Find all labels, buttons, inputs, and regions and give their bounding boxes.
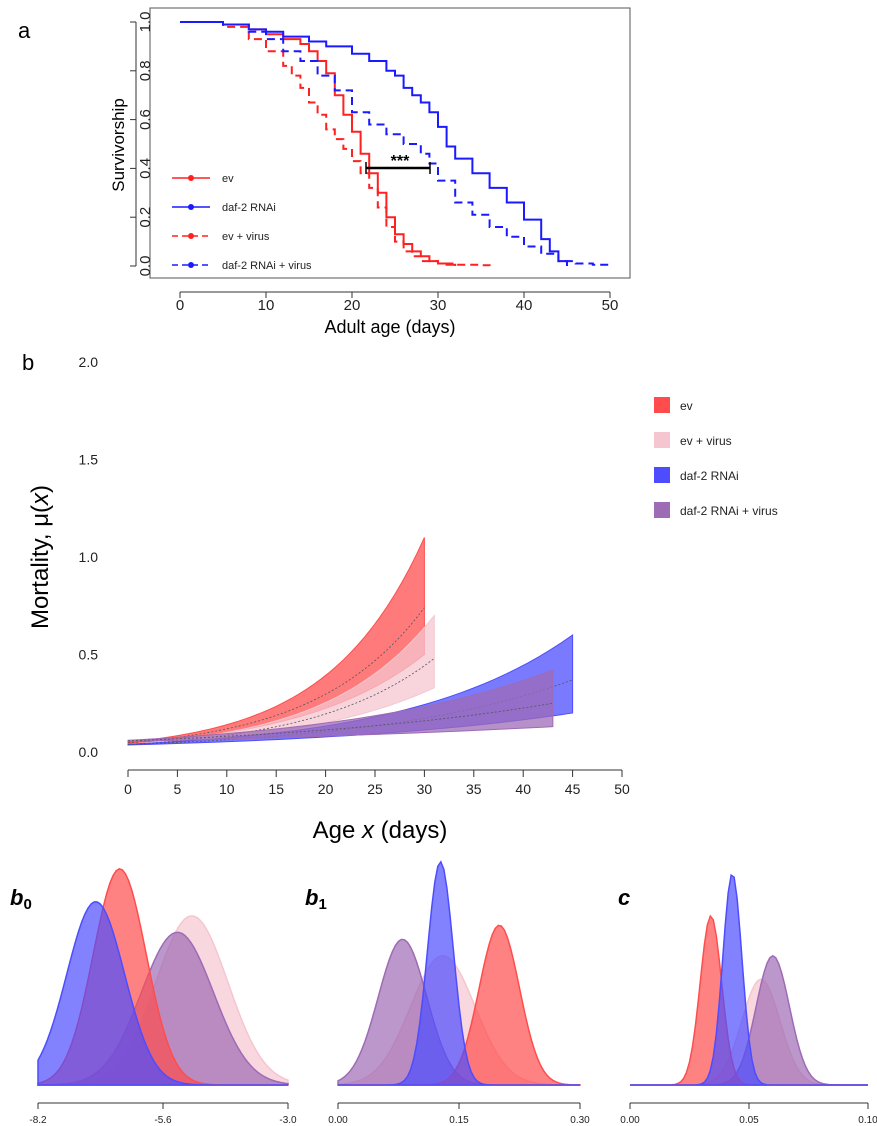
panel-b-x-tick-label: 0 [124, 781, 132, 797]
panel-b-x-tick-label: 30 [417, 781, 433, 797]
panel-b-x-tick-label: 20 [318, 781, 334, 797]
posterior-x-tick-label: 0.15 [449, 1115, 469, 1126]
panel-a-survivorship-chart: a 0 10 20 30 40 50 0.0 0.2 0.4 0.6 0.8 1.0 *** ev da… [18, 7, 631, 337]
panel-a-x-tick-label: 30 [430, 297, 447, 314]
panel-b-y-tick-label: 2.0 [79, 354, 99, 370]
panel-a-label: a [18, 18, 31, 43]
panel-b-axes: 0 5 10 15 20 25 30 35 40 45 50 0.0 0.5 1.0 1.5 2.0 [79, 354, 630, 797]
panel-a-axes: 0 10 20 30 40 50 0.0 0.2 0.4 0.6 0.8 1.0 [130, 12, 618, 314]
posterior-param-label: b1 [305, 885, 327, 913]
legend-swatch-ev-virus [654, 432, 670, 448]
panel-b-y-tick-label: 0.0 [79, 744, 99, 760]
legend-label-daf-2-rnai: daf-2 RNAi [222, 202, 276, 214]
panel-b-x-tick-label: 5 [174, 781, 182, 797]
panel-b-x-tick-label: 15 [268, 781, 284, 797]
posterior-x-tick-label: 0.00 [620, 1115, 640, 1126]
panel-b-legend: ev ev + virus daf-2 RNAi daf-2 RNAi + virus [654, 397, 778, 518]
posterior-x-tick-label: 0.05 [739, 1115, 759, 1126]
posterior-param-label: c [618, 885, 630, 910]
legend-label-daf-2-rnai-virus: daf-2 RNAi + virus [222, 260, 312, 272]
panel-b-y-axis-title: Mortality, μ(x) [27, 485, 54, 629]
panel-a-x-tick-label: 0 [176, 297, 184, 314]
posterior-x-tick-label: 0.10 [858, 1115, 877, 1126]
panel-b-x-tick-label: 35 [466, 781, 482, 797]
posterior-x-tick-label: -8.2 [29, 1115, 47, 1126]
panel-b-label: b [22, 350, 34, 375]
significance-stars: *** [391, 153, 410, 170]
significance-bar: *** [365, 153, 431, 174]
legend-label-ev-virus: ev + virus [222, 231, 270, 243]
posterior-panel-b1: b1 0.00 0.15 0.30 [305, 860, 590, 1126]
posterior-x-tick-label: -3.0 [279, 1115, 297, 1126]
panel-a-y-tick-label: 0.2 [137, 207, 154, 228]
legend-marker-daf-2-rnai [188, 204, 194, 210]
panel-a-x-tick-label: 10 [258, 297, 275, 314]
panel-b-x-tick-label: 10 [219, 781, 235, 797]
panel-b-y-tick-label: 1.5 [79, 452, 99, 468]
panel-b-y-tick-label: 1.0 [79, 549, 99, 565]
legend-label-ev-virus: ev + virus [680, 434, 732, 448]
posterior-panel-c: c 0.00 0.05 0.10 [618, 873, 877, 1126]
panel-b-x-tick-label: 25 [367, 781, 383, 797]
panel-b-x-tick-label: 50 [614, 781, 630, 797]
panel-a-y-tick-label: 1.0 [137, 12, 154, 33]
panel-a-y-tick-label: 0.4 [137, 158, 154, 179]
posterior-x-tick-label: 0.00 [328, 1115, 348, 1126]
posterior-panel-b0: b0 -8.2 -5.6 -3.0 [10, 868, 297, 1126]
panel-a-x-tick-label: 40 [516, 297, 533, 314]
mortality-band-daf-2-rnai-virus [127, 669, 554, 742]
posterior-density-daf-2-rnai [630, 873, 868, 1086]
panel-b-x-tick-label: 45 [565, 781, 581, 797]
legend-label-daf-2-rnai: daf-2 RNAi [680, 469, 739, 483]
posterior-param-label: b0 [10, 885, 32, 913]
panel-a-series [180, 21, 611, 267]
panel-a-x-tick-label: 50 [602, 297, 619, 314]
panel-b-mortality-chart: b 0 5 10 15 20 25 30 35 40 45 50 0.0 0.5 1.0 1.5 2.0 ev… [22, 350, 778, 844]
panel-a-frame [149, 7, 631, 279]
panel-b-series [127, 537, 574, 746]
legend-swatch-daf-2-rnai-virus [654, 502, 670, 518]
legend-marker-daf-2-rnai-virus [188, 262, 194, 268]
posterior-x-tick-label: -5.6 [154, 1115, 172, 1126]
survival-line-daf-2-rnai-virus [180, 21, 611, 266]
panel-b-x-axis-title: Age x (days) [313, 817, 448, 844]
panel-a-x-axis-title: Adult age (days) [324, 317, 455, 337]
posterior-x-tick-label: 0.30 [570, 1115, 590, 1126]
panel-b-y-tick-label: 0.5 [79, 647, 99, 663]
legend-label-ev: ev [680, 399, 693, 413]
survival-line-ev-virus [180, 21, 491, 267]
mortality-band-ev [127, 537, 425, 744]
posterior-density-daf-2-rnai [37, 901, 288, 1086]
mortality-mean-daf-2-rnai-virus [127, 702, 553, 742]
panel-a-y-tick-label: 0.0 [137, 256, 154, 277]
survival-line-daf-2-rnai [180, 21, 568, 266]
panel-a-x-tick-label: 20 [344, 297, 361, 314]
legend-marker-ev [188, 175, 194, 181]
legend-swatch-ev [654, 397, 670, 413]
panel-a-y-tick-label: 0.8 [137, 60, 154, 81]
posterior-density-daf-2-rnai [338, 860, 580, 1086]
legend-marker-ev-virus [188, 233, 194, 239]
legend-label-daf-2-rnai-virus: daf-2 RNAi + virus [680, 504, 778, 518]
panel-a-legend: ev daf-2 RNAi ev + virus daf-2 RNAi + virus [172, 173, 312, 272]
panel-a-y-axis-title: Survivorship [109, 98, 128, 192]
panel-b-x-tick-label: 40 [515, 781, 531, 797]
legend-label-ev: ev [222, 173, 234, 185]
posterior-density-panels: b0 -8.2 -5.6 -3.0 b1 0.00 0.15 0.30 c 0.00 0.05 0.1… [10, 860, 877, 1126]
legend-swatch-daf-2-rnai [654, 467, 670, 483]
panel-a-y-tick-label: 0.6 [137, 109, 154, 130]
